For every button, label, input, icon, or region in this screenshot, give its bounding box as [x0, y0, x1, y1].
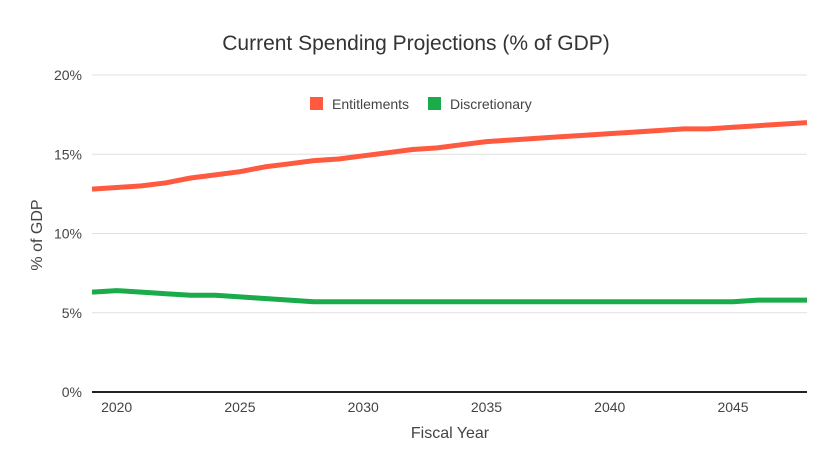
x-axis-ticks: 2020 2025 2030 2035 2040 2045 — [101, 399, 749, 415]
series-line-discretionary — [91, 288, 807, 305]
y-tick-label: 0% — [62, 384, 82, 400]
x-tick-label: 2040 — [594, 399, 625, 415]
series-line-entitlements — [91, 120, 808, 192]
x-tick-label: 2045 — [717, 399, 748, 415]
gridlines — [92, 74, 807, 314]
x-tick-label: 2030 — [348, 399, 379, 415]
legend-label-entitlements: Entitlements — [332, 96, 409, 112]
y-axis-ticks: 0% 5% 10% 15% 20% — [54, 67, 82, 400]
chart-title: Current Spending Projections (% of GDP) — [222, 32, 610, 55]
series-layer — [91, 120, 808, 305]
x-tick-label: 2035 — [471, 399, 502, 415]
legend-swatch-entitlements — [310, 97, 323, 110]
x-axis-label: Fiscal Year — [411, 425, 490, 442]
legend-swatch-discretionary — [428, 97, 441, 110]
legend-label-discretionary: Discretionary — [450, 96, 532, 112]
y-tick-label: 5% — [62, 305, 82, 321]
y-tick-label: 20% — [54, 67, 82, 83]
y-tick-label: 15% — [54, 146, 82, 162]
y-tick-label: 10% — [54, 226, 82, 242]
y-axis-label: % of GDP — [29, 199, 46, 270]
x-tick-label: 2020 — [101, 399, 132, 415]
legend: Entitlements Discretionary — [310, 96, 532, 112]
x-tick-label: 2025 — [224, 399, 255, 415]
